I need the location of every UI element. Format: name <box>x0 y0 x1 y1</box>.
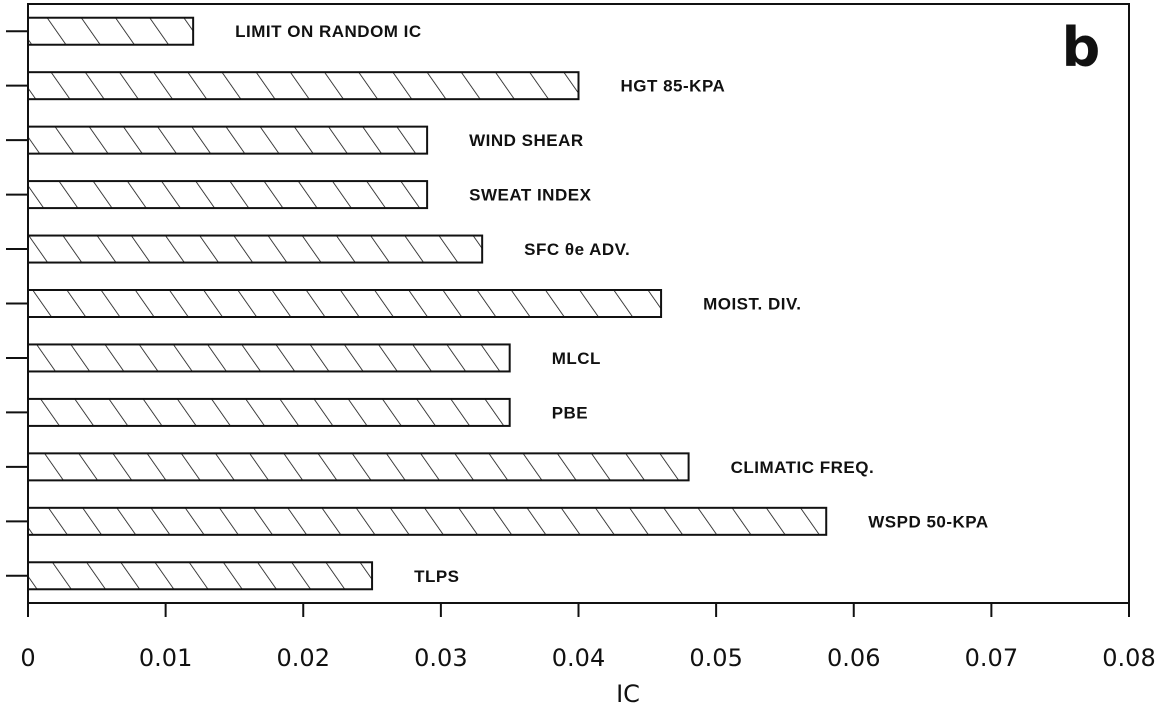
bar-label: TLPS <box>414 567 459 586</box>
bars <box>27 16 828 591</box>
bar-label: CLIMATIC FREQ. <box>731 458 875 477</box>
bar <box>27 561 374 591</box>
bar <box>27 506 828 536</box>
x-tick-label: 0.07 <box>965 644 1018 672</box>
x-tick-label: 0 <box>20 644 35 672</box>
bar-label: SWEAT INDEX <box>469 186 591 205</box>
bar <box>27 125 429 155</box>
x-tick-label: 0.06 <box>827 644 880 672</box>
bar <box>27 180 429 210</box>
bar-label: WSPD 50-KPA <box>868 512 988 531</box>
bar-label: HGT 85-KPA <box>621 77 726 96</box>
bar <box>27 397 511 427</box>
x-tick-label: 0.08 <box>1102 644 1155 672</box>
bar-label: SFC θe ADV. <box>524 240 630 259</box>
bar <box>27 16 195 46</box>
bar <box>27 289 663 318</box>
x-tick-label: 0.02 <box>277 644 330 672</box>
bar-label: WIND SHEAR <box>469 131 584 150</box>
bar-label: LIMIT ON RANDOM IC <box>235 22 422 41</box>
x-tick-label: 0.03 <box>414 644 467 672</box>
panel-letter: b <box>1062 16 1101 79</box>
x-tick-label: 0.04 <box>552 644 605 672</box>
x-tick-label: 0.05 <box>689 644 742 672</box>
x-tick-marks <box>27 603 1130 617</box>
x-tick-label: 0.01 <box>139 644 192 672</box>
bar-labels: LIMIT ON RANDOM IC HGT 85-KPA WIND SHEAR SW… <box>235 22 988 586</box>
bar <box>27 234 484 264</box>
bar-label: PBE <box>552 403 588 422</box>
x-axis-title: IC <box>616 680 640 708</box>
bar <box>27 343 511 373</box>
y-tick-marks <box>6 30 28 577</box>
bar-label: MOIST. DIV. <box>703 295 801 314</box>
bar <box>27 452 690 482</box>
bar-label: MLCL <box>552 349 601 368</box>
bar <box>27 71 580 101</box>
x-tick-labels: 0 0.01 0.02 0.03 0.04 0.05 0.06 0.07 0.08 <box>20 644 1155 672</box>
